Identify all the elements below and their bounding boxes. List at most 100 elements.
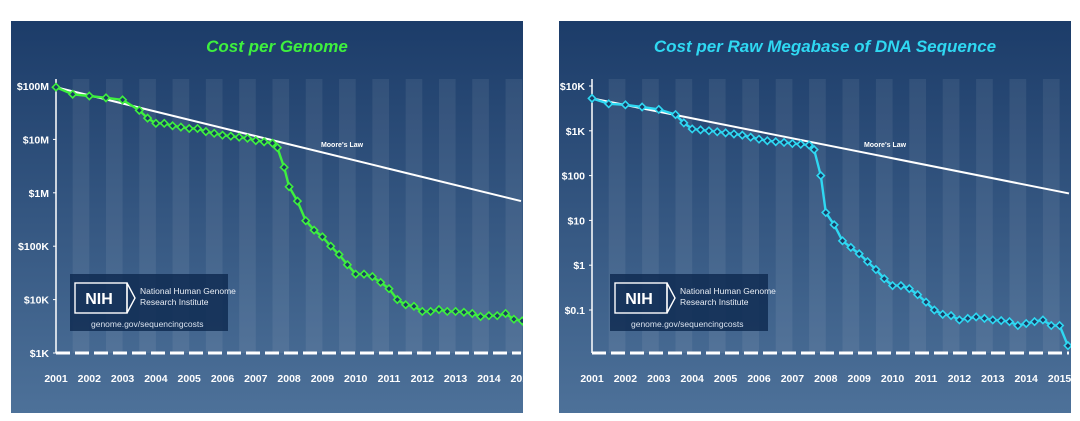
grid-band	[809, 79, 826, 353]
data-point	[837, 236, 848, 246]
x-tick-label: 2006	[211, 373, 235, 385]
chart-title: Cost per Raw Megabase of DNA Sequence	[654, 37, 996, 56]
y-tick-label: $1K	[566, 126, 586, 138]
x-tick-labels: 2001 2002 2003 2004 2005 2006 2007 2008 2009 2010…	[580, 373, 1071, 385]
data-point	[1054, 320, 1065, 331]
y-tick-label: $0.1	[565, 305, 586, 317]
grid-band	[239, 79, 256, 353]
chart-svg-cost-per-genome: Cost per Genome $100M $10M $1M $100K $10K $1K…	[11, 21, 523, 413]
logo-line-1: National Human Genome	[680, 286, 776, 296]
data-point	[963, 313, 973, 324]
data-point	[1029, 316, 1040, 327]
x-tick-label: 2005	[714, 373, 738, 385]
x-tick-label: 2006	[747, 373, 771, 385]
y-tick-label: $100	[562, 171, 586, 183]
chart-background	[559, 21, 1071, 413]
data-point	[384, 283, 394, 294]
data-point	[946, 310, 956, 321]
data-point	[226, 131, 236, 141]
data-point	[309, 225, 319, 235]
grid-band	[305, 79, 323, 353]
data-point	[359, 269, 369, 279]
x-tick-label: 2004	[681, 373, 705, 385]
x-tick-label: 2014	[1015, 373, 1039, 385]
data-point	[417, 306, 428, 317]
data-point	[1038, 315, 1048, 325]
data-point	[342, 259, 353, 270]
nih-logo: NIH National Human Genome Research Insti…	[70, 274, 236, 331]
grid-band	[505, 79, 523, 353]
data-point	[392, 294, 403, 305]
data-point	[971, 312, 981, 322]
data-point	[517, 316, 523, 326]
y-tick-label: $100K	[18, 241, 49, 253]
x-tick-label: 2008	[277, 373, 301, 385]
data-point	[450, 306, 461, 317]
data-point	[879, 273, 889, 284]
data-point	[167, 121, 178, 131]
data-point	[259, 137, 269, 147]
x-tick-label: 2007	[781, 373, 805, 385]
data-point	[484, 310, 494, 321]
x-tick-label: 2009	[848, 373, 872, 385]
grid-band	[976, 79, 993, 353]
data-point	[712, 127, 722, 137]
data-point	[267, 138, 278, 148]
y-tick-label: $10	[567, 215, 585, 227]
data-point	[896, 280, 906, 291]
axis-lines	[55, 79, 521, 355]
data-series	[587, 93, 1071, 351]
data-point	[620, 100, 631, 110]
x-tick-label: 2009	[311, 373, 335, 385]
data-point	[51, 82, 61, 92]
grid-band	[842, 79, 860, 353]
data-point	[821, 207, 831, 218]
data-point	[101, 93, 111, 103]
x-tick-label: 2001	[44, 373, 68, 385]
data-point	[679, 118, 689, 128]
data-point	[737, 130, 748, 140]
data-point	[201, 126, 211, 137]
data-point	[654, 104, 664, 115]
logo-line-1: National Human Genome	[140, 286, 236, 296]
nih-mark-arrow	[666, 282, 676, 314]
data-point	[904, 283, 915, 294]
data-point	[754, 134, 764, 144]
grid-band	[1009, 79, 1027, 353]
data-point	[117, 95, 128, 105]
data-point	[301, 215, 311, 226]
data-series	[51, 82, 523, 327]
data-point	[84, 91, 95, 101]
y-tick-labels: $10K $1K $100 $10 $1 $0.1	[560, 81, 592, 317]
chart-panel-cost-per-genome: Cost per Genome $100M $10M $1M $100K $10K $1K…	[11, 21, 523, 413]
data-point	[996, 315, 1006, 326]
x-tick-label: 2003	[647, 373, 671, 385]
x-tick-label: 2003	[111, 373, 135, 385]
x-tick-label: 2012	[948, 373, 972, 385]
data-point	[134, 105, 144, 116]
logo-line-2: Research Institute	[140, 297, 209, 307]
moores-law-label: Moore's Law	[864, 142, 907, 149]
data-point	[509, 314, 519, 324]
data-point	[151, 118, 161, 129]
nih-logo: NIH National Human Genome Research Insti…	[610, 274, 776, 331]
x-tick-label: 2011	[378, 373, 401, 385]
nih-mark: NIH	[85, 291, 113, 308]
data-point	[1004, 316, 1015, 327]
grid-band	[472, 79, 489, 353]
data-point	[816, 170, 826, 181]
data-point	[209, 128, 219, 139]
data-point	[192, 123, 203, 134]
nih-mark-arrow	[126, 282, 136, 314]
data-point	[745, 132, 756, 142]
data-point	[921, 297, 931, 307]
data-point	[937, 309, 948, 320]
data-point	[854, 249, 864, 259]
data-point	[492, 310, 502, 321]
data-point	[375, 277, 386, 288]
grid-band	[1042, 79, 1060, 353]
x-tick-label: 2001	[580, 373, 604, 385]
y-tick-label: $1K	[30, 348, 50, 360]
x-tick-label: 2015	[511, 373, 523, 385]
data-point	[871, 264, 881, 275]
